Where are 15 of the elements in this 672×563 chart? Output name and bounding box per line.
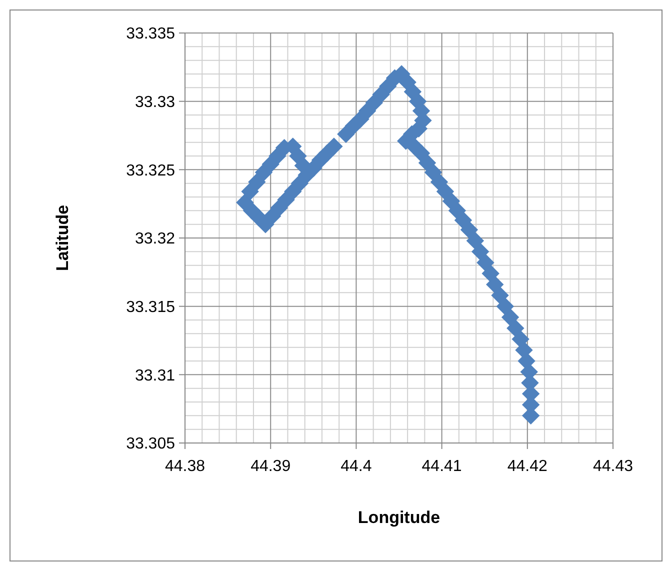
x-tick-label: 44.41 xyxy=(422,458,462,475)
y-tick-label: 33.31 xyxy=(134,367,176,384)
x-tick-label: 44.42 xyxy=(507,458,548,475)
y-tick-label: 33.325 xyxy=(126,162,176,180)
y-tick-label: 33.32 xyxy=(134,230,176,248)
x-tick-label: 44.39 xyxy=(250,458,291,475)
y-axis-title: Latitude xyxy=(53,204,72,272)
x-tick-label: 44.4 xyxy=(340,458,372,475)
y-tick-label: 33.315 xyxy=(126,298,176,316)
y-tick-label: 33.305 xyxy=(126,436,176,453)
x-tick-label: 44.38 xyxy=(164,458,206,475)
x-tick-label: 44.43 xyxy=(592,458,634,475)
y-tick-label: 33.335 xyxy=(126,26,176,43)
x-axis-title: Longitude xyxy=(358,508,440,527)
y-tick-label: 33.33 xyxy=(134,94,176,111)
